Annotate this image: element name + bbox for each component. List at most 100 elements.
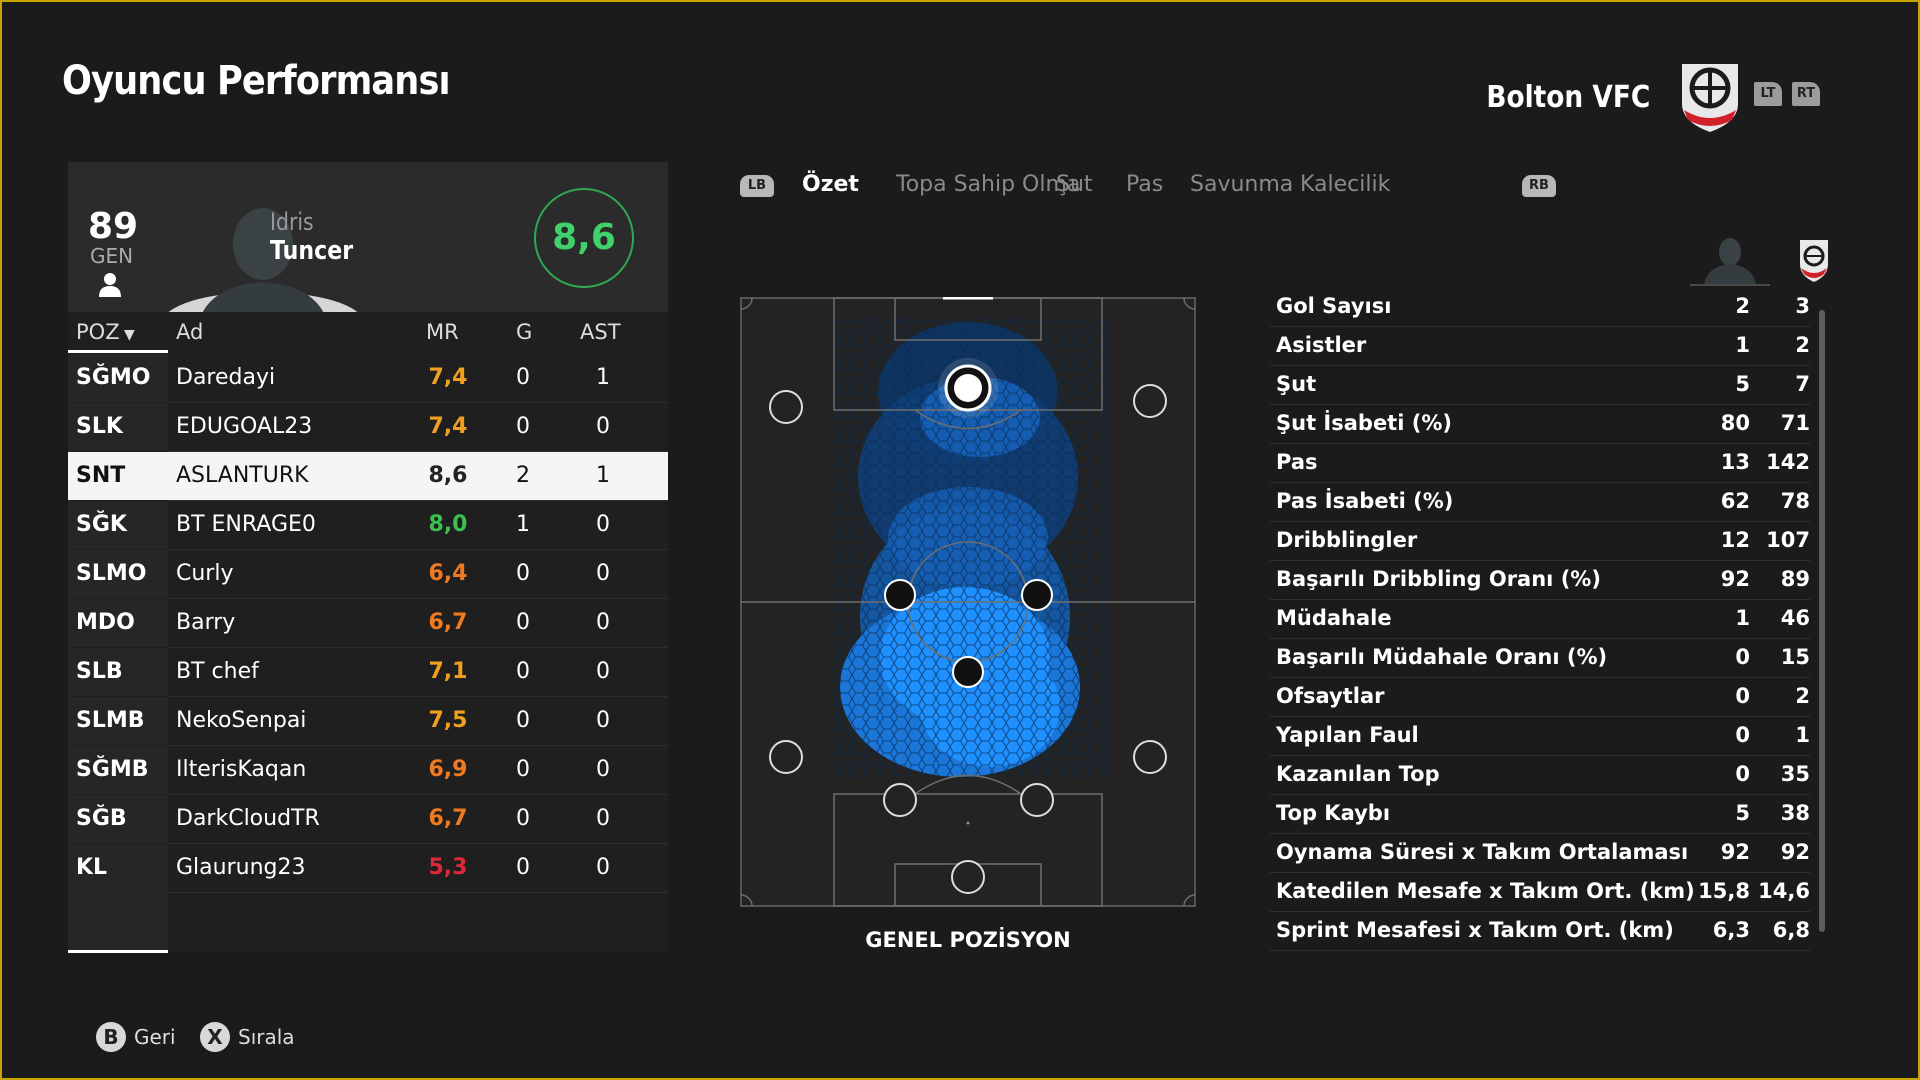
name-cell bbox=[168, 403, 668, 452]
lt-button[interactable]: LT bbox=[1754, 82, 1782, 106]
stat-label: Dribblingler bbox=[1276, 528, 1418, 552]
name-cell bbox=[168, 501, 668, 550]
stat-row: Başarılı Dribbling Oranı (%) 92 89 bbox=[1270, 560, 1810, 600]
roster-row[interactable]: KL Glaurung23 5,3 0 0 bbox=[68, 844, 668, 893]
stat-player-value: 15,8 bbox=[1698, 879, 1750, 903]
roster-row[interactable]: MDO Barry 6,7 0 0 bbox=[68, 599, 668, 648]
page-title: Oyuncu Performansı bbox=[62, 58, 451, 104]
stat-team-value: 89 bbox=[1780, 567, 1810, 591]
name-cell bbox=[168, 648, 668, 697]
pos-cell bbox=[68, 697, 168, 745]
back-label[interactable]: Geri bbox=[134, 1025, 176, 1049]
stat-label: Ofsaytlar bbox=[1276, 684, 1385, 708]
stat-team-value: 7 bbox=[1795, 372, 1810, 396]
ast-header[interactable]: AST bbox=[580, 320, 621, 344]
stat-player-value: 13 bbox=[1720, 450, 1750, 474]
row-player-name: DarkCloudTR bbox=[176, 806, 320, 831]
row-player-name: NekoSenpai bbox=[176, 708, 307, 733]
row-position: MDO bbox=[76, 610, 135, 635]
rt-button[interactable]: RT bbox=[1792, 82, 1820, 106]
stat-row: Dribblingler 12 107 bbox=[1270, 521, 1810, 561]
overall-label: GEN bbox=[90, 244, 134, 268]
tab-item[interactable]: Kalecilik bbox=[1300, 172, 1391, 197]
roster-row[interactable]: SLMO Curly 6,4 0 0 bbox=[68, 550, 668, 599]
row-match-rating: 8,6 bbox=[428, 463, 468, 488]
stat-label: Sprint Mesafesi x Takım Ort. (km) bbox=[1276, 918, 1674, 942]
stat-row: Müdahale 1 46 bbox=[1270, 599, 1810, 639]
stat-team-value: 2 bbox=[1795, 333, 1810, 357]
stat-label: Şut bbox=[1276, 372, 1317, 396]
row-player-name: EDUGOAL23 bbox=[176, 414, 313, 439]
stat-player-value: 0 bbox=[1735, 723, 1750, 747]
stat-label: Pas İsabeti (%) bbox=[1276, 489, 1454, 513]
sort-label[interactable]: Sırala bbox=[238, 1025, 295, 1049]
stat-label: Gol Sayısı bbox=[1276, 294, 1392, 318]
club-crest-icon bbox=[1682, 64, 1738, 132]
stat-label: Katedilen Mesafe x Takım Ort. (km) bbox=[1276, 879, 1695, 903]
row-goals: 0 bbox=[516, 365, 530, 390]
row-goals: 0 bbox=[516, 610, 530, 635]
stat-label: Başarılı Müdahale Oranı (%) bbox=[1276, 645, 1608, 669]
roster-row[interactable]: SĞMB IlterisKaqan 6,9 0 0 bbox=[68, 746, 668, 795]
roster-row[interactable]: SLB BT chef 7,1 0 0 bbox=[68, 648, 668, 697]
stat-row: Katedilen Mesafe x Takım Ort. (km) 15,8 14… bbox=[1270, 872, 1810, 912]
heatmap-pitch bbox=[740, 297, 1196, 907]
row-position: SLMB bbox=[76, 708, 145, 733]
row-player-name: BT chef bbox=[176, 659, 259, 684]
roster-row[interactable]: SĞK BT ENRAGE0 8,0 1 0 bbox=[68, 501, 668, 550]
row-position: SLMO bbox=[76, 561, 147, 586]
mr-header[interactable]: MR bbox=[426, 320, 459, 344]
row-player-name: Curly bbox=[176, 561, 234, 586]
tab-item[interactable]: Topa Sahip Olma bbox=[896, 172, 1081, 197]
stat-row: Oynama Süresi x Takım Ortalaması 92 92 bbox=[1270, 833, 1810, 873]
rb-button[interactable]: RB bbox=[1522, 175, 1556, 197]
player-first-name: Idris bbox=[270, 208, 314, 236]
name-header[interactable]: Ad bbox=[176, 320, 204, 344]
stat-player-value: 1 bbox=[1735, 333, 1750, 357]
tab-item[interactable]: Pas bbox=[1126, 172, 1164, 197]
row-assists: 1 bbox=[596, 463, 610, 488]
row-player-name: Daredayi bbox=[176, 365, 276, 390]
stat-row: Şut 5 7 bbox=[1270, 365, 1810, 405]
name-cell bbox=[168, 746, 668, 795]
stat-team-value: 92 bbox=[1780, 840, 1810, 864]
row-assists: 0 bbox=[596, 561, 610, 586]
row-match-rating: 6,7 bbox=[428, 610, 468, 635]
stat-team-value: 46 bbox=[1780, 606, 1810, 630]
stat-label: Kazanılan Top bbox=[1276, 762, 1440, 786]
team-column-icon bbox=[1800, 240, 1828, 282]
stats-scrollbar[interactable] bbox=[1819, 310, 1825, 932]
stats-column-icons bbox=[1690, 238, 1828, 286]
roster-row[interactable]: SLK EDUGOAL23 7,4 0 0 bbox=[68, 403, 668, 452]
stat-team-value: 2 bbox=[1795, 684, 1810, 708]
heatmap-zones bbox=[830, 317, 1110, 777]
name-cell bbox=[168, 844, 668, 893]
stat-team-value: 142 bbox=[1766, 450, 1810, 474]
row-player-name: IlterisKaqan bbox=[176, 757, 307, 782]
stat-team-value: 35 bbox=[1780, 762, 1810, 786]
x-button-icon[interactable]: X bbox=[200, 1022, 230, 1052]
row-match-rating: 5,3 bbox=[428, 855, 468, 880]
tab-item[interactable]: Özet bbox=[802, 172, 859, 197]
tab-item[interactable]: Savunma bbox=[1190, 172, 1294, 197]
roster-row[interactable]: SĞB DarkCloudTR 6,7 0 0 bbox=[68, 795, 668, 844]
pos-cell bbox=[68, 501, 168, 549]
g-header[interactable]: G bbox=[516, 320, 533, 344]
tab-item[interactable]: Şut bbox=[1056, 172, 1093, 197]
stat-player-value: 80 bbox=[1720, 411, 1750, 435]
sort-poz-header[interactable]: POZ ▼ bbox=[76, 320, 135, 344]
roster-row[interactable]: SNT ASLANTURK 8,6 2 1 bbox=[68, 452, 668, 501]
name-cell bbox=[168, 550, 668, 599]
row-match-rating: 6,4 bbox=[428, 561, 468, 586]
roster-row[interactable]: SĞMO Daredayi 7,4 0 1 bbox=[68, 354, 668, 403]
name-cell bbox=[168, 354, 668, 403]
lb-button[interactable]: LB bbox=[740, 175, 774, 197]
player-last-name: Tuncer bbox=[270, 236, 354, 266]
roster-row[interactable]: SLMB NekoSenpai 7,5 0 0 bbox=[68, 697, 668, 746]
row-player-name: ASLANTURK bbox=[176, 463, 309, 488]
player-silhouette-icon bbox=[168, 208, 358, 312]
row-match-rating: 7,1 bbox=[428, 659, 468, 684]
roster-header: POZ ▼ Ad MR G AST bbox=[68, 312, 668, 352]
b-button-icon[interactable]: B bbox=[96, 1022, 126, 1052]
stat-team-value: 38 bbox=[1780, 801, 1810, 825]
